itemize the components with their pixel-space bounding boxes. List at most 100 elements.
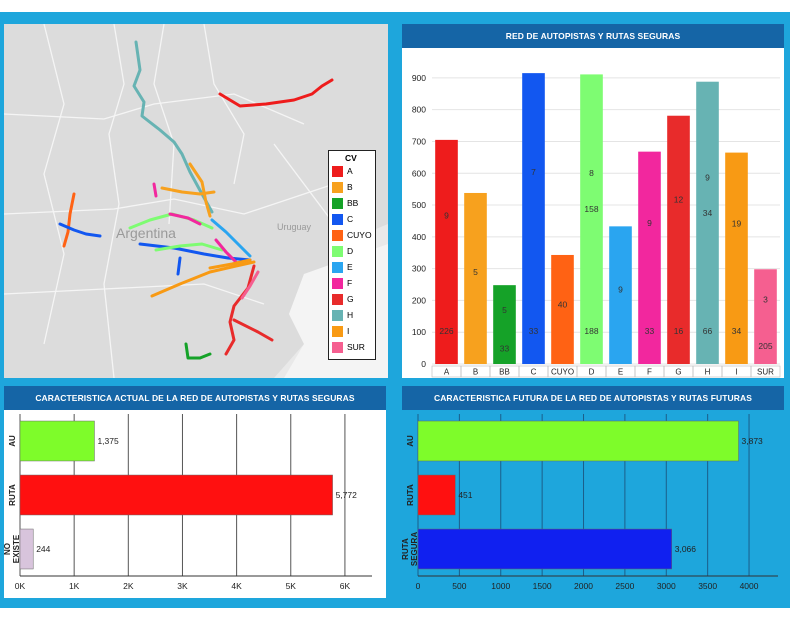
bar-segment-label: 33 — [645, 326, 655, 336]
legend-title: CV — [345, 153, 357, 163]
bar-h[interactable] — [696, 81, 719, 364]
bar-value-label: 3,873 — [742, 436, 764, 446]
x-tick-label: 4000 — [740, 581, 759, 591]
bar-d[interactable] — [580, 74, 603, 365]
legend-item-f[interactable]: F — [332, 277, 352, 289]
future-network-panel: CARACTERISTICA FUTURA DE LA RED DE AUTOP… — [402, 386, 784, 598]
legend-item-h[interactable]: H — [332, 309, 353, 321]
legend-label: D — [347, 246, 354, 256]
legend-label: H — [347, 310, 354, 320]
legend-item-c[interactable]: C — [332, 213, 353, 225]
bar-segment-label: 9 — [444, 210, 449, 220]
x-tick-label: E — [618, 368, 623, 377]
route-lines — [58, 40, 334, 360]
bar-segment-label: 34 — [732, 326, 742, 336]
map-legend: CV A B BB C CUYO D E F G H I SUR — [328, 150, 376, 360]
bar-bb[interactable] — [493, 285, 516, 364]
bar-i[interactable] — [725, 152, 748, 364]
y-category-label: AU — [406, 435, 415, 447]
bar-au[interactable] — [417, 420, 739, 462]
legend-swatch — [332, 325, 343, 337]
x-tick-label: 1K — [69, 581, 80, 591]
legend-swatch — [332, 261, 343, 273]
legend-label: BB — [347, 198, 359, 208]
legend-item-sur[interactable]: SUR — [332, 341, 365, 353]
bar-ruta-segura[interactable] — [417, 528, 672, 570]
legend-swatch — [332, 277, 343, 289]
legend-item-d[interactable]: D — [332, 245, 353, 257]
x-tick-label: CUYO — [551, 368, 574, 377]
y-category-label: RUTA — [8, 484, 17, 506]
current-network-panel: CARACTERISTICA ACTUAL DE LA RED DE AUTOP… — [4, 386, 386, 598]
legend-swatch — [332, 181, 343, 193]
bar-e[interactable] — [609, 226, 632, 364]
bar-a[interactable] — [435, 139, 458, 364]
bar-segment-label: 3 — [763, 294, 768, 304]
legend-item-cuyo[interactable]: CUYO — [332, 229, 372, 241]
legend-label: SUR — [347, 342, 365, 352]
route-map[interactable]: Argentina Uruguay — [3, 23, 388, 379]
x-tick-label: 5K — [286, 581, 297, 591]
x-tick-label: G — [675, 368, 681, 377]
network-bar-panel: RED DE AUTOPISTAS Y RUTAS SEGURAS 0 100 20… — [402, 24, 784, 378]
bar-ruta[interactable] — [19, 474, 333, 516]
map-panel: Argentina Uruguay CV A B BB C CUYO D E F G H I SUR — [3, 23, 388, 379]
x-tick-label: A — [444, 368, 450, 377]
network-chart-title: RED DE AUTOPISTAS Y RUTAS SEGURAS — [402, 24, 784, 48]
future-network-chart: 0 500 1000 1500 2000 2500 3000 3500 4000 3,873 AU 4… — [402, 414, 778, 591]
bar-value-label: 3,066 — [675, 544, 697, 554]
route-I — [150, 260, 256, 298]
bar-g[interactable] — [667, 115, 690, 364]
bar-no-existe[interactable] — [19, 528, 34, 570]
x-tick-label: BB — [499, 368, 510, 377]
route-I2 — [208, 258, 252, 270]
legend-item-bb[interactable]: BB — [332, 197, 358, 209]
x-tick-label: 0K — [15, 581, 26, 591]
x-tick-label: B — [473, 368, 478, 377]
bar-segment-label: 9 — [705, 173, 710, 183]
legend-swatch — [332, 165, 343, 177]
bar-ruta[interactable] — [417, 474, 456, 516]
legend-label: G — [347, 294, 354, 304]
legend-item-a[interactable]: A — [332, 165, 353, 177]
legend-item-i[interactable]: I — [332, 325, 349, 337]
x-tick-label: C — [531, 368, 537, 377]
x-tick-label: 500 — [452, 581, 466, 591]
y-tick-label: 800 — [412, 105, 426, 115]
x-tick-label: 0 — [416, 581, 421, 591]
legend-item-b[interactable]: B — [332, 181, 353, 193]
legend-swatch — [332, 341, 343, 353]
future-chart-title: CARACTERISTICA FUTURA DE LA RED DE AUTOP… — [402, 386, 784, 410]
bar-f[interactable] — [638, 151, 661, 364]
x-tick-label: 1000 — [491, 581, 510, 591]
route-C — [58, 222, 102, 238]
bar-segment-label: 226 — [439, 326, 453, 336]
legend-item-g[interactable]: G — [332, 293, 354, 305]
y-category-label: RUTASEGURA — [402, 532, 419, 566]
bar-segment-label: 8 — [589, 168, 594, 178]
y-category-label: AU — [8, 435, 17, 447]
y-tick-label: 400 — [412, 232, 426, 242]
y-tick-label: 300 — [412, 264, 426, 274]
bar-au[interactable] — [19, 420, 95, 462]
legend-swatch — [332, 213, 343, 225]
y-tick-label: 0 — [421, 359, 426, 369]
y-tick-label: 500 — [412, 200, 426, 210]
legend-swatch — [332, 245, 343, 257]
bar-b[interactable] — [464, 192, 487, 364]
bar-value-label: 1,375 — [97, 436, 119, 446]
x-tick-label: 2000 — [574, 581, 593, 591]
route-G — [224, 264, 274, 356]
route-E — [210, 218, 252, 258]
legend-swatch — [332, 309, 343, 321]
bar-cuyo[interactable] — [551, 254, 574, 364]
x-tick-label: H — [705, 368, 711, 377]
y-tick-label: 600 — [412, 168, 426, 178]
legend-item-e[interactable]: E — [332, 261, 353, 273]
legend-label: F — [347, 278, 353, 288]
x-tick-label: I — [735, 368, 737, 377]
bar-sur[interactable] — [754, 269, 777, 364]
bar-c[interactable] — [522, 73, 545, 364]
route-BB — [184, 342, 212, 360]
bar-segment-label: 158 — [584, 204, 598, 214]
